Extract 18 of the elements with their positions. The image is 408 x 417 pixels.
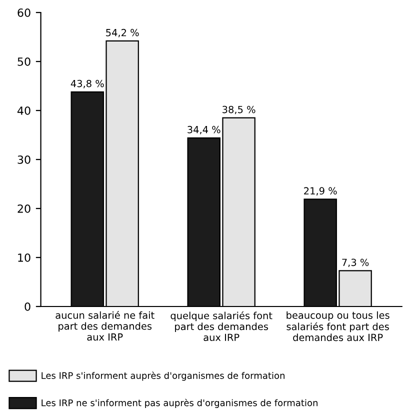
y-tick-label: 0 — [24, 302, 30, 311]
data-label: 38,5 % — [222, 106, 256, 114]
y-tick-label: 20 — [18, 204, 30, 213]
y-tick-label: 30 — [18, 155, 30, 164]
data-label: 43,8 % — [70, 80, 104, 88]
y-tick-label: 10 — [18, 253, 30, 262]
data-label: 21,9 % — [304, 187, 337, 196]
legend-label: Les IRP s'informent auprès d'organismes de formation — [42, 372, 284, 381]
y-tick-label: 40 — [17, 106, 30, 115]
data-label: 34,4 % — [188, 126, 220, 134]
y-tick-label: 60 — [18, 8, 30, 17]
y-tick-label: 50 — [18, 57, 30, 66]
legend-label: Les IRP ne s'informent pas auprès d'organismes de formation — [42, 398, 318, 408]
data-label: 7,3 % — [342, 258, 369, 268]
x-tick-label: beaucoup ou tous les salariés font part des demandes aux IRP — [286, 311, 390, 342]
x-tick-label: aucun salarié ne fait part des demandes aux IRP — [56, 310, 154, 341]
x-tick-label: quelque salariés font part des demandes aux IRP — [170, 311, 272, 342]
data-label: 54,2 % — [106, 28, 139, 38]
